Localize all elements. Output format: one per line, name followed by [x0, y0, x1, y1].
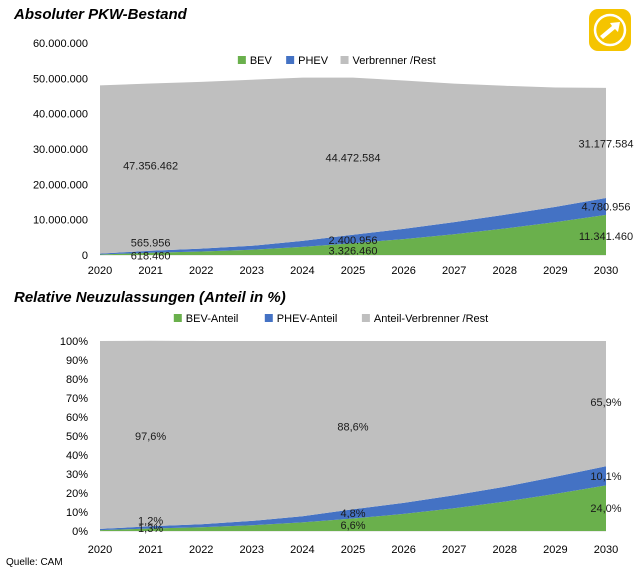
x-tick-label: 2021: [138, 544, 162, 556]
y-tick-label: 70%: [66, 393, 88, 405]
legend-swatch: [286, 56, 295, 64]
area-anteil-verbrenner-rest: [100, 340, 606, 529]
y-tick-label: 10.000.000: [33, 215, 88, 227]
plug-arrow-icon: [589, 9, 631, 51]
area-phev-anteil: [100, 466, 606, 531]
x-tick-label: 2027: [442, 265, 466, 276]
x-tick-label: 2022: [189, 544, 213, 556]
x-tick-label: 2028: [493, 265, 517, 276]
legend-swatch: [340, 56, 349, 64]
legend-item-label: PHEV-Anteil: [277, 313, 338, 325]
data-label: 10,1%: [590, 471, 621, 483]
chart-title-bestand: Absoluter PKW-Bestand: [14, 6, 187, 23]
legend-item-label: Anteil-Verbrenner /Rest: [374, 313, 488, 325]
y-tick-label: 60%: [66, 412, 88, 424]
data-label: 97,6%: [135, 431, 166, 443]
x-tick-label: 2024: [290, 265, 314, 276]
y-tick-label: 40.000.000: [33, 109, 88, 121]
x-tick-label: 2030: [594, 544, 618, 556]
y-tick-label: 0: [82, 250, 88, 262]
y-tick-label: 50%: [66, 431, 88, 443]
y-tick-label: 20%: [66, 488, 88, 500]
area-verbrenner-rest: [100, 77, 606, 254]
x-tick-label: 2021: [138, 265, 162, 276]
y-tick-label: 60.000.000: [33, 38, 88, 50]
x-tick-label: 2029: [543, 544, 567, 556]
y-tick-label: 40%: [66, 450, 88, 462]
legend: BEV PHEV Verbrenner /Rest: [237, 55, 436, 67]
data-label: 31.177.584: [578, 138, 633, 150]
data-label: 565.956: [131, 238, 171, 250]
data-label: 47.356.462: [123, 161, 178, 173]
data-label: 3.326.460: [329, 245, 378, 257]
legend-item-label: BEV: [250, 55, 273, 67]
y-tick-label: 50.000.000: [33, 73, 88, 85]
data-label: 6,6%: [340, 520, 365, 532]
chart-neuzulassungen: 0% 10% 20% 30% 40% 50% 60% 70% 80% 90% 100% 2020 202…: [60, 313, 622, 556]
legend-swatch: [361, 314, 370, 322]
x-tick-label: 2030: [594, 265, 618, 276]
source-label: Quelle: CAM: [6, 557, 63, 568]
x-tick-label: 2026: [391, 544, 415, 556]
data-label: 88,6%: [337, 422, 368, 434]
y-tick-label: 80%: [66, 374, 88, 386]
legend-swatch: [237, 56, 246, 64]
data-label: 4.780.956: [582, 202, 631, 214]
x-tick-label: 2027: [442, 544, 466, 556]
data-label: 1,3%: [138, 523, 163, 535]
legend: BEV-Anteil PHEV-Anteil Anteil-Verbrenner /…: [173, 313, 488, 325]
data-label: 618.460: [131, 250, 171, 262]
x-tick-label: 2029: [543, 265, 567, 276]
area-phev: [100, 198, 606, 255]
y-tick-label: 20.000.000: [33, 179, 88, 191]
legend-swatch: [173, 314, 182, 322]
x-tick-label: 2023: [240, 544, 264, 556]
legend-swatch: [264, 314, 273, 322]
x-tick-label: 2026: [391, 265, 415, 276]
x-tick-label: 2020: [88, 544, 112, 556]
legend-item-label: PHEV: [298, 55, 329, 67]
area-bev: [100, 214, 606, 255]
data-label: 11.341.460: [579, 231, 633, 243]
data-label: 1,2%: [138, 516, 163, 528]
data-label: 44.472.584: [325, 152, 380, 164]
data-label: 2.400.956: [329, 235, 378, 247]
data-label: 24,0%: [590, 503, 621, 515]
x-tick-label: 2023: [240, 265, 264, 276]
x-tick-label: 2028: [493, 544, 517, 556]
y-tick-label: 90%: [66, 355, 88, 367]
area-bev-anteil: [100, 485, 606, 531]
x-tick-label: 2024: [290, 544, 314, 556]
legend-item-label: BEV-Anteil: [186, 313, 239, 325]
x-tick-label: 2025: [341, 544, 365, 556]
y-tick-label: 0%: [72, 526, 88, 538]
x-tick-label: 2025: [341, 265, 365, 276]
data-label: 65,9%: [590, 397, 621, 409]
legend-item-label: Verbrenner /Rest: [353, 55, 436, 67]
x-tick-label: 2020: [88, 265, 112, 276]
y-tick-label: 100%: [60, 336, 88, 348]
chart-title-neuzulassungen: Relative Neuzulassungen (Anteil in %): [14, 289, 286, 306]
x-tick-label: 2022: [189, 265, 213, 276]
chart-bestand: 0 10.000.000 20.000.000 30.000.000 40.000.00…: [33, 38, 634, 276]
y-tick-label: 30%: [66, 469, 88, 481]
data-label: 4,8%: [340, 508, 365, 520]
y-tick-label: 30.000.000: [33, 144, 88, 156]
y-tick-label: 10%: [66, 507, 88, 519]
